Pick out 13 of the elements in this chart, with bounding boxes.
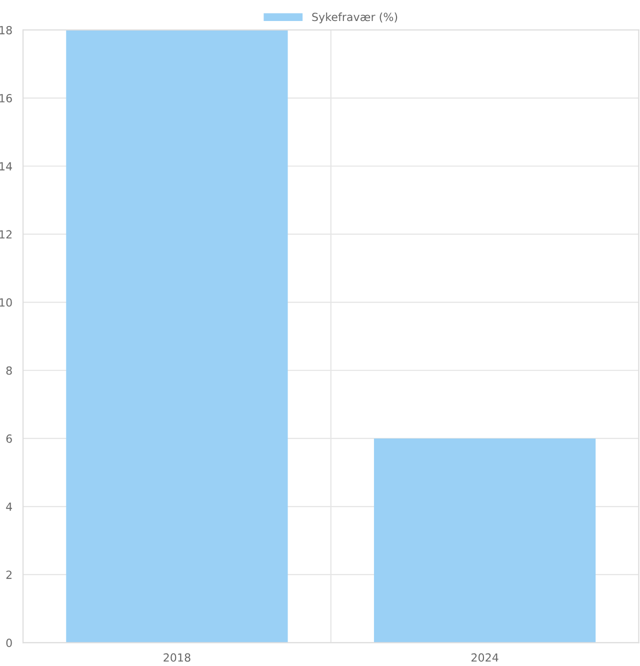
y-tick-label: 18 [0, 26, 12, 34]
y-tick-label: 14 [0, 162, 12, 170]
y-tick-label: 2 [6, 570, 12, 579]
y-tick-label: 10 [0, 298, 12, 307]
legend-label: Sykefravær (%) [312, 12, 398, 24]
y-tick-label: 0 [6, 638, 12, 648]
y-tick-label: 8 [6, 366, 12, 375]
x-tick-label: 2024 [471, 653, 498, 662]
y-tick-label: 16 [0, 94, 12, 102]
x-tick-label: 2018 [164, 653, 190, 662]
y-tick-label: 6 [6, 434, 12, 443]
y-tick-label: 12 [0, 230, 12, 238]
y-tick-label: 4 [6, 502, 12, 511]
